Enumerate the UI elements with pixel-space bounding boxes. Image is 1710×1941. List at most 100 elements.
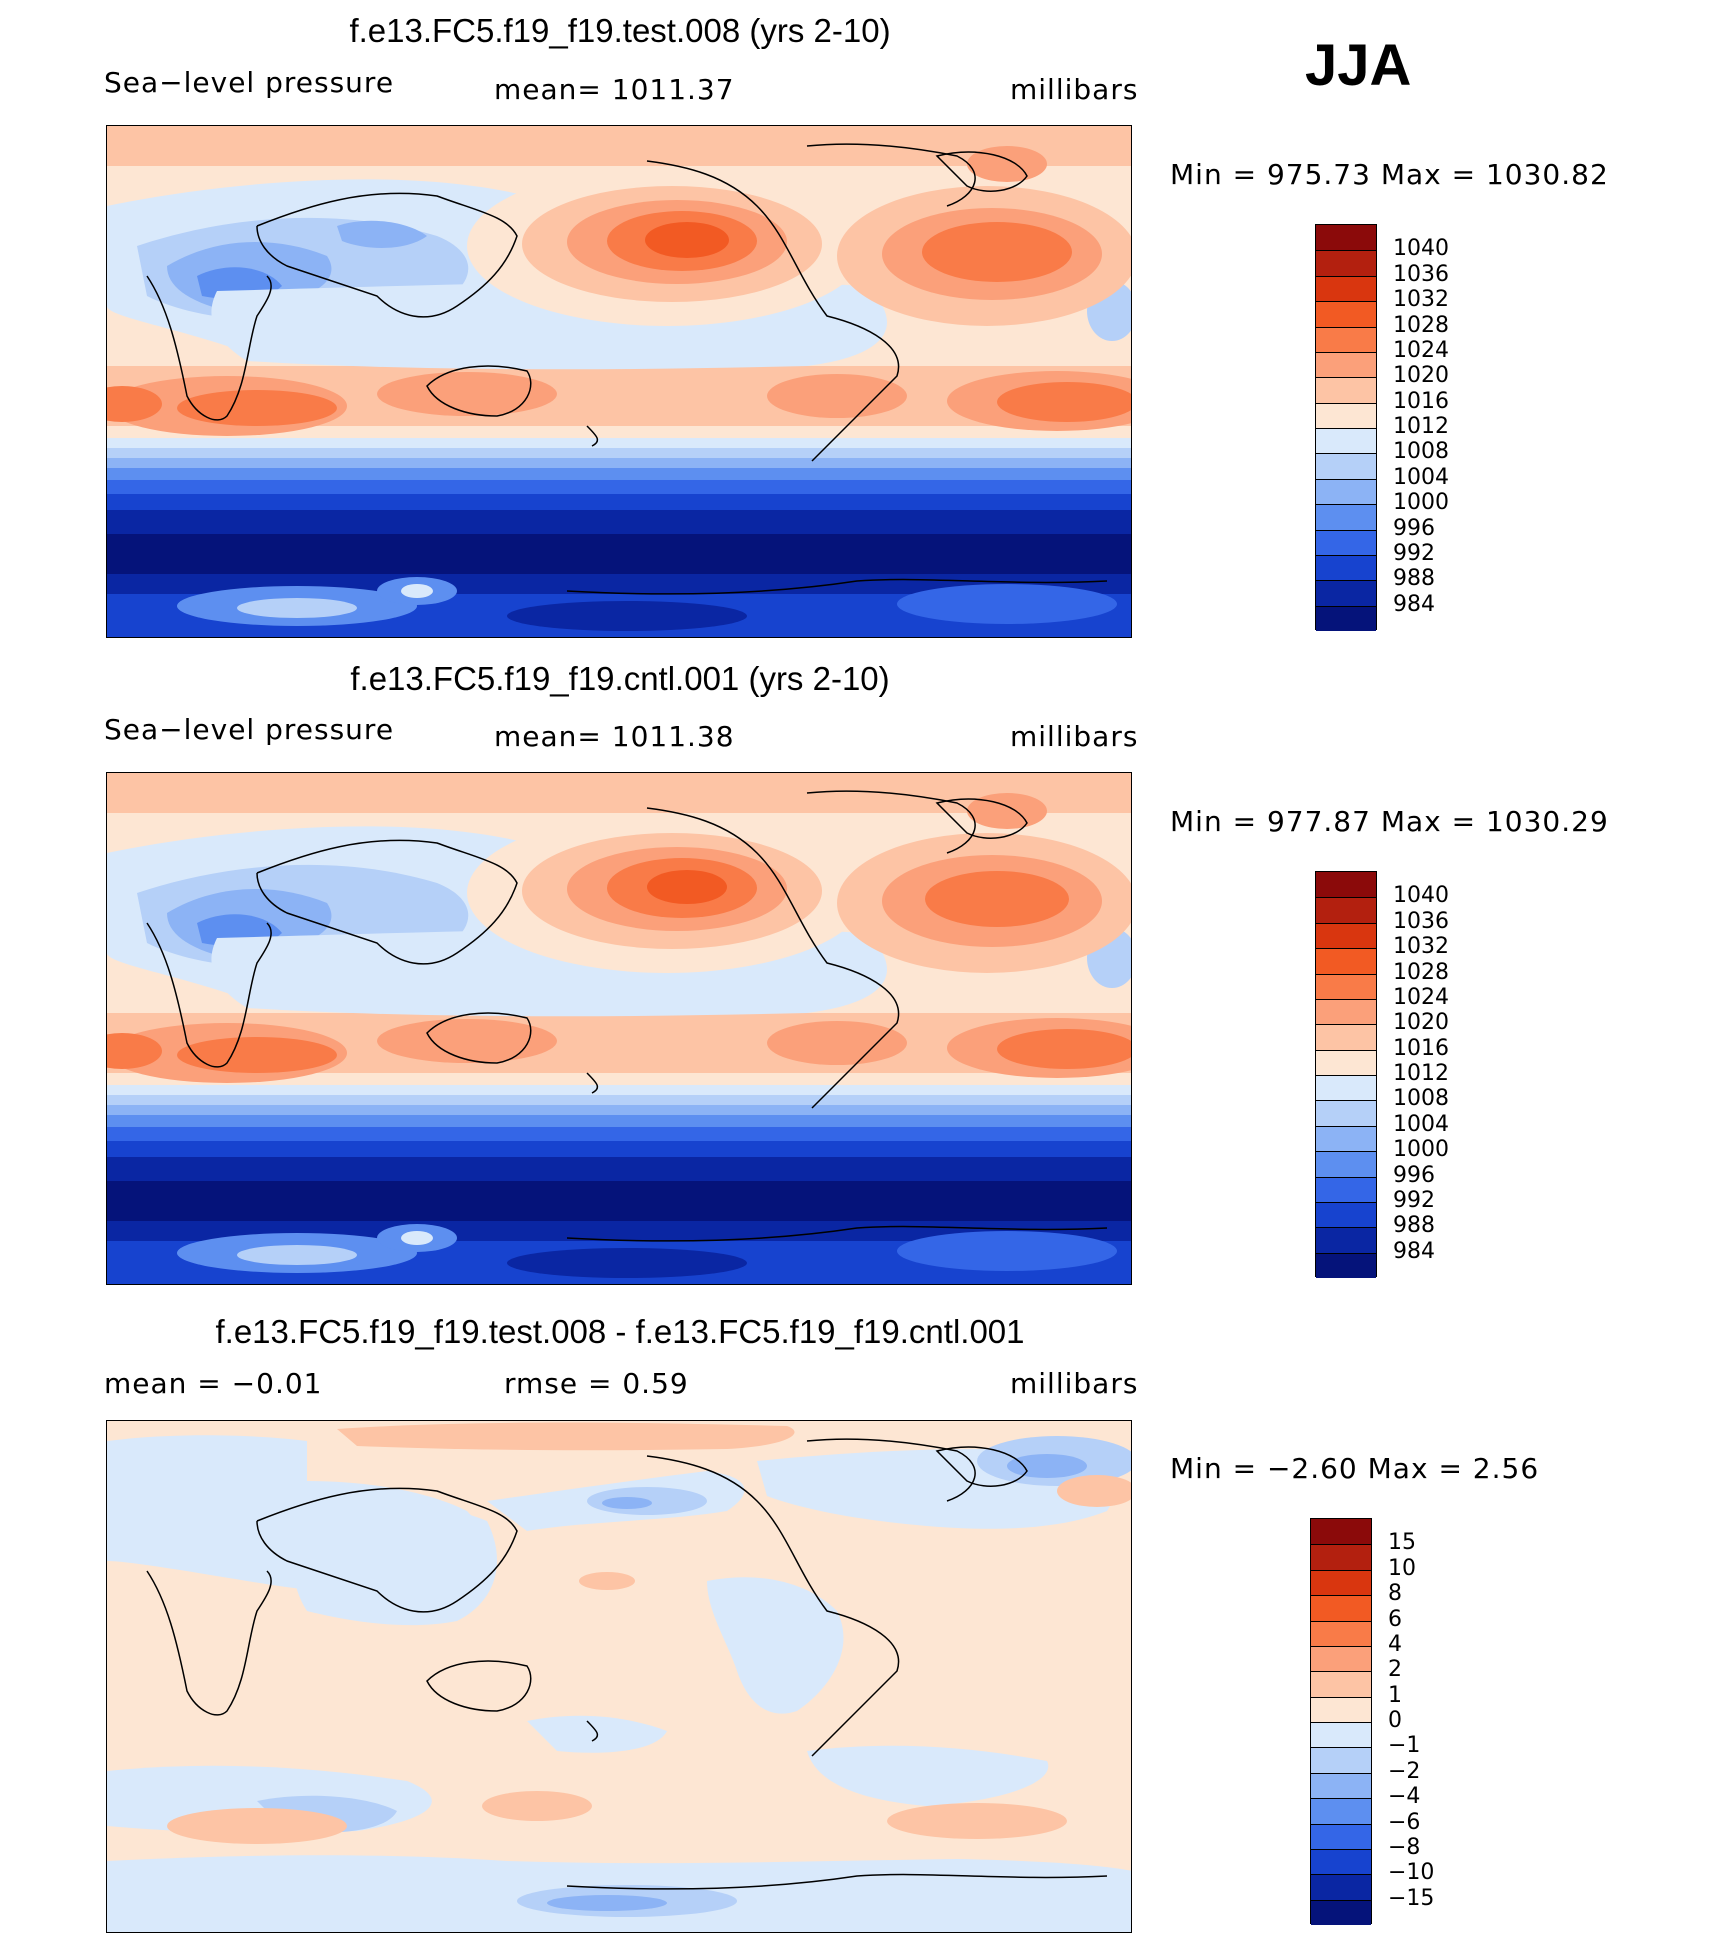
colorbar-swatch <box>1316 897 1376 923</box>
colorbar-swatch <box>1316 1075 1376 1101</box>
colorbar-label: 1012 <box>1393 1061 1449 1086</box>
colorbar-swatch <box>1316 529 1376 555</box>
colorbar-swatch <box>1316 580 1376 606</box>
colorbar-swatch <box>1316 301 1376 327</box>
panel-1-title: f.e13.FC5.f19_f19.test.008 (yrs 2-10) <box>349 12 891 49</box>
colorbar-swatch <box>1311 1671 1371 1697</box>
colorbar-swatch <box>1316 225 1376 251</box>
colorbar-label: −4 <box>1388 1784 1421 1810</box>
colorbar-label: 15 <box>1388 1530 1416 1556</box>
colorbar-swatch <box>1311 1595 1371 1621</box>
panel-2-colorbar: 1040 1036 1032 1028 1024 1020 1016 1012 1008 1004… <box>1315 871 1515 1278</box>
panel-1-map <box>106 125 1132 638</box>
colorbar-label: 996 <box>1393 515 1435 541</box>
season-label: JJA <box>1305 33 1412 98</box>
panel-1-minmax: Min = 975.73 Max = 1030.82 <box>1170 158 1609 191</box>
panel-3-rmse-label: rmse = 0.59 <box>504 1367 689 1400</box>
colorbar-label: 1016 <box>1393 1035 1449 1061</box>
panel-3-title: f.e13.FC5.f19_f19.test.008 - f.e13.FC5.f… <box>215 1313 1025 1350</box>
colorbar-swatch <box>1316 872 1376 898</box>
colorbar-swatch <box>1311 1848 1371 1875</box>
colorbar-label: 1012 <box>1393 414 1449 439</box>
colorbar-swatch <box>1316 377 1376 403</box>
colorbar-label: 0 <box>1388 1708 1402 1733</box>
colorbar-label: 1028 <box>1393 312 1449 338</box>
colorbar-swatch <box>1311 1823 1371 1849</box>
colorbar-label: 1004 <box>1393 1111 1449 1137</box>
panel-3-mean-label: mean = −0.01 <box>104 1367 323 1400</box>
colorbar-swatch <box>1316 1201 1376 1228</box>
colorbar-label: 1008 <box>1393 1086 1449 1112</box>
colorbar-label: 1036 <box>1393 908 1449 934</box>
panel-1-units-label: millibars <box>1010 73 1139 106</box>
colorbar-swatch <box>1316 1100 1376 1126</box>
colorbar-swatch <box>1316 1176 1376 1202</box>
panel-2-units-label: millibars <box>1010 720 1139 753</box>
colorbar-swatch <box>1316 554 1376 581</box>
colorbar-swatch <box>1311 1747 1371 1773</box>
colorbar-swatch <box>1316 922 1376 949</box>
colorbar-label: 1032 <box>1393 934 1449 960</box>
colorbar-label: 4 <box>1388 1631 1402 1657</box>
colorbar-swatch <box>1316 605 1376 631</box>
colorbar-swatch <box>1311 1519 1371 1545</box>
panel-3-colorbar: 15 10 8 6 4 2 1 0 −1 −2 −4 −6 −8 −10 −15 <box>1310 1518 1510 1925</box>
colorbar-swatch <box>1311 1899 1371 1925</box>
panel-2-mean-label: mean= 1011.38 <box>494 720 735 753</box>
colorbar-swatch <box>1311 1544 1371 1570</box>
panel-1-variable-label: Sea−level pressure <box>104 66 395 99</box>
colorbar-label: 1 <box>1388 1682 1402 1708</box>
colorbar-label: 1036 <box>1393 261 1449 287</box>
colorbar-label: 10 <box>1388 1555 1416 1581</box>
colorbar-label: 1024 <box>1393 337 1449 363</box>
colorbar-swatch <box>1316 1151 1376 1177</box>
colorbar-swatch <box>1311 1772 1371 1799</box>
colorbar-swatch <box>1311 1569 1371 1596</box>
colorbar-swatch <box>1316 973 1376 999</box>
colorbar-label: 1040 <box>1393 236 1449 262</box>
colorbar-swatch <box>1316 1024 1376 1050</box>
colorbar-swatch <box>1311 1696 1371 1722</box>
colorbar-label: 1004 <box>1393 464 1449 490</box>
colorbar-swatch <box>1316 1049 1376 1075</box>
panel-1-colorbar: 1040 1036 1032 1028 1024 1020 1016 1012 1008 1004… <box>1315 224 1515 631</box>
panel-3-colorbar-box <box>1310 1518 1372 1925</box>
colorbar-label: 2 <box>1388 1657 1402 1683</box>
panel-2-minmax: Min = 977.87 Max = 1030.29 <box>1170 805 1609 838</box>
colorbar-swatch <box>1311 1645 1371 1672</box>
colorbar-swatch <box>1311 1620 1371 1646</box>
colorbar-label: 984 <box>1393 591 1435 617</box>
colorbar-label: 1032 <box>1393 287 1449 313</box>
colorbar-swatch <box>1316 275 1376 302</box>
colorbar-label: 1008 <box>1393 439 1449 465</box>
colorbar-swatch <box>1316 1227 1376 1253</box>
colorbar-swatch <box>1316 453 1376 479</box>
colorbar-label: −1 <box>1388 1733 1421 1759</box>
colorbar-label: 992 <box>1393 540 1435 566</box>
colorbar-label: −2 <box>1388 1758 1421 1784</box>
colorbar-label: 6 <box>1388 1606 1402 1632</box>
panel-2-map-plot <box>107 773 1131 1284</box>
colorbar-label: −8 <box>1388 1834 1421 1860</box>
colorbar-swatch <box>1311 1798 1371 1824</box>
colorbar-label: 1020 <box>1393 1010 1449 1036</box>
panel-2-variable-label: Sea−level pressure <box>104 713 395 746</box>
colorbar-swatch <box>1316 250 1376 276</box>
panel-2-colorbar-box <box>1315 871 1377 1278</box>
colorbar-swatch <box>1316 504 1376 530</box>
colorbar-swatch <box>1316 1125 1376 1152</box>
colorbar-label: 1000 <box>1393 1137 1449 1163</box>
colorbar-label: 988 <box>1393 566 1435 592</box>
colorbar-label: −15 <box>1388 1885 1435 1911</box>
panel-3-minmax: Min = −2.60 Max = 2.56 <box>1170 1452 1540 1485</box>
colorbar-label: 1040 <box>1393 883 1449 909</box>
colorbar-swatch <box>1316 402 1376 428</box>
panel-1-mean-label: mean= 1011.37 <box>494 73 735 106</box>
panel-3-map-plot <box>107 1421 1131 1932</box>
colorbar-label: 8 <box>1388 1581 1402 1607</box>
colorbar-label: 1024 <box>1393 984 1449 1010</box>
colorbar-swatch <box>1311 1874 1371 1900</box>
panel-1-map-plot <box>107 126 1131 637</box>
colorbar-label: 1028 <box>1393 959 1449 985</box>
colorbar-label: 988 <box>1393 1213 1435 1239</box>
